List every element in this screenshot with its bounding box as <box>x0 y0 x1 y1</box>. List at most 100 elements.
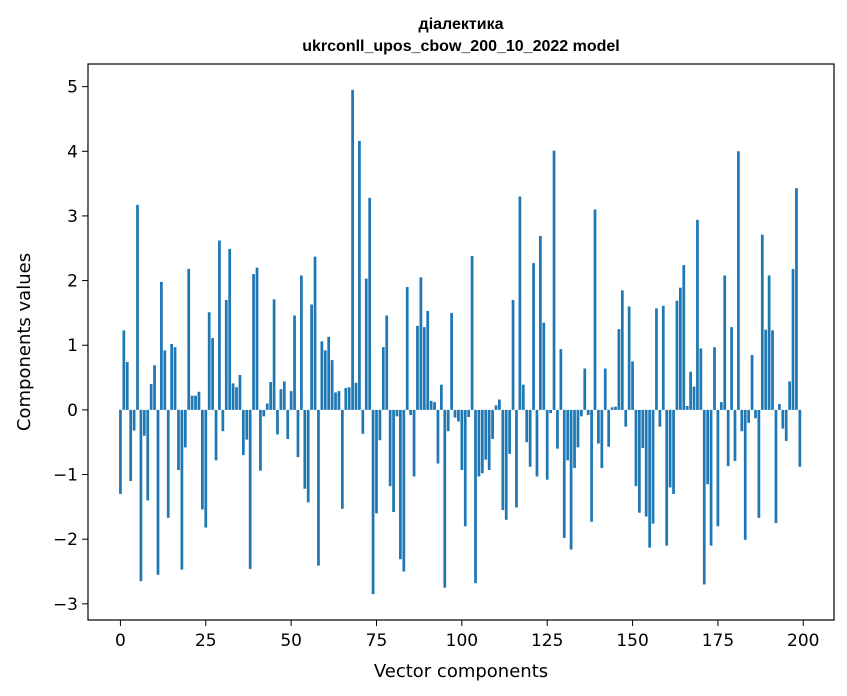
bar-137 <box>586 409 590 416</box>
bar-104 <box>474 409 477 584</box>
bar-125 <box>545 409 549 480</box>
bar-148 <box>624 409 628 427</box>
bar-93 <box>436 409 440 464</box>
x-tick-label: 0 <box>115 631 126 651</box>
bar-58 <box>317 409 320 566</box>
bar-183 <box>743 409 747 540</box>
y-axis-label: Components values <box>14 253 35 431</box>
bar-76 <box>378 409 382 441</box>
bar-121 <box>532 263 535 410</box>
bar-34 <box>235 387 238 410</box>
y-tick-label: −3 <box>53 595 78 615</box>
bar-197 <box>791 268 795 410</box>
bar-8 <box>146 409 150 501</box>
bar-17 <box>177 409 180 471</box>
bar-155 <box>648 409 651 548</box>
bar-40 <box>255 267 259 410</box>
bars-group <box>119 89 802 595</box>
bar-117 <box>518 196 522 410</box>
bar-116 <box>515 409 518 508</box>
bar-81 <box>395 409 399 417</box>
bar-161 <box>668 409 672 488</box>
bar-167 <box>689 371 692 410</box>
bar-190 <box>767 275 771 410</box>
bar-113 <box>504 409 508 520</box>
bar-118 <box>521 384 525 410</box>
bar-164 <box>679 287 682 410</box>
bar-143 <box>607 409 611 447</box>
bar-97 <box>450 312 453 410</box>
bar-91 <box>429 400 433 410</box>
bar-105 <box>477 409 481 477</box>
bar-9 <box>149 384 153 410</box>
bar-55 <box>306 409 310 503</box>
bar-23 <box>197 391 201 410</box>
bar-109 <box>491 409 494 439</box>
bar-102 <box>467 409 471 417</box>
bar-77 <box>381 347 385 410</box>
bar-51 <box>293 315 296 410</box>
bar-154 <box>644 409 648 517</box>
bar-5 <box>136 204 139 410</box>
chart-subtitle: ukrconll_upos_cbow_200_10_2022 model <box>302 38 619 55</box>
bar-158 <box>658 409 662 427</box>
bar-199 <box>798 409 802 467</box>
bar-172 <box>706 409 710 485</box>
bar-170 <box>699 348 703 410</box>
bar-35 <box>238 374 242 410</box>
bar-110 <box>494 405 498 410</box>
bar-14 <box>166 409 170 518</box>
bar-177 <box>723 275 727 410</box>
bar-6 <box>139 409 143 582</box>
bar-39 <box>252 274 255 410</box>
bar-86 <box>412 409 416 477</box>
bar-96 <box>446 409 450 432</box>
bar-92 <box>433 402 436 410</box>
bar-181 <box>737 151 740 410</box>
bar-66 <box>344 387 348 410</box>
bar-139 <box>593 209 597 410</box>
bar-175 <box>716 409 720 527</box>
bar-192 <box>774 409 778 524</box>
bar-184 <box>747 409 751 423</box>
bar-166 <box>685 406 689 410</box>
bar-73 <box>368 197 372 410</box>
bar-142 <box>603 368 607 410</box>
bar-33 <box>231 383 235 410</box>
bar-136 <box>583 368 587 410</box>
bar-107 <box>484 409 488 460</box>
bar-168 <box>692 386 696 410</box>
bar-191 <box>771 330 774 410</box>
bar-3 <box>129 409 133 481</box>
bar-146 <box>617 329 621 410</box>
x-axis-label: Vector components <box>374 661 548 682</box>
bar-56 <box>310 304 313 410</box>
bar-28 <box>214 409 218 461</box>
y-tick-label: −1 <box>53 466 78 486</box>
bar-160 <box>665 409 669 546</box>
bar-174 <box>713 347 716 410</box>
bar-65 <box>340 409 344 509</box>
bar-108 <box>487 409 491 471</box>
bar-106 <box>480 409 484 474</box>
bar-99 <box>457 409 460 422</box>
bar-18 <box>180 409 184 570</box>
bar-27 <box>211 338 214 410</box>
bar-88 <box>419 277 423 410</box>
x-axis: 0 25 50 75 100 125 150 175 200 <box>115 620 819 651</box>
bar-149 <box>627 306 631 410</box>
bar-114 <box>508 409 512 454</box>
bar-30 <box>221 409 225 432</box>
bar-188 <box>760 234 764 410</box>
bar-171 <box>702 409 706 585</box>
bar-4 <box>132 409 136 431</box>
bar-135 <box>579 409 583 417</box>
y-axis: −3 −2 −1 0 1 2 3 4 5 <box>53 78 88 615</box>
bar-150 <box>631 361 634 410</box>
bar-0 <box>119 409 122 494</box>
bar-79 <box>388 409 392 487</box>
bar-128 <box>556 409 559 449</box>
bar-21 <box>190 395 194 410</box>
bar-152 <box>638 409 641 513</box>
